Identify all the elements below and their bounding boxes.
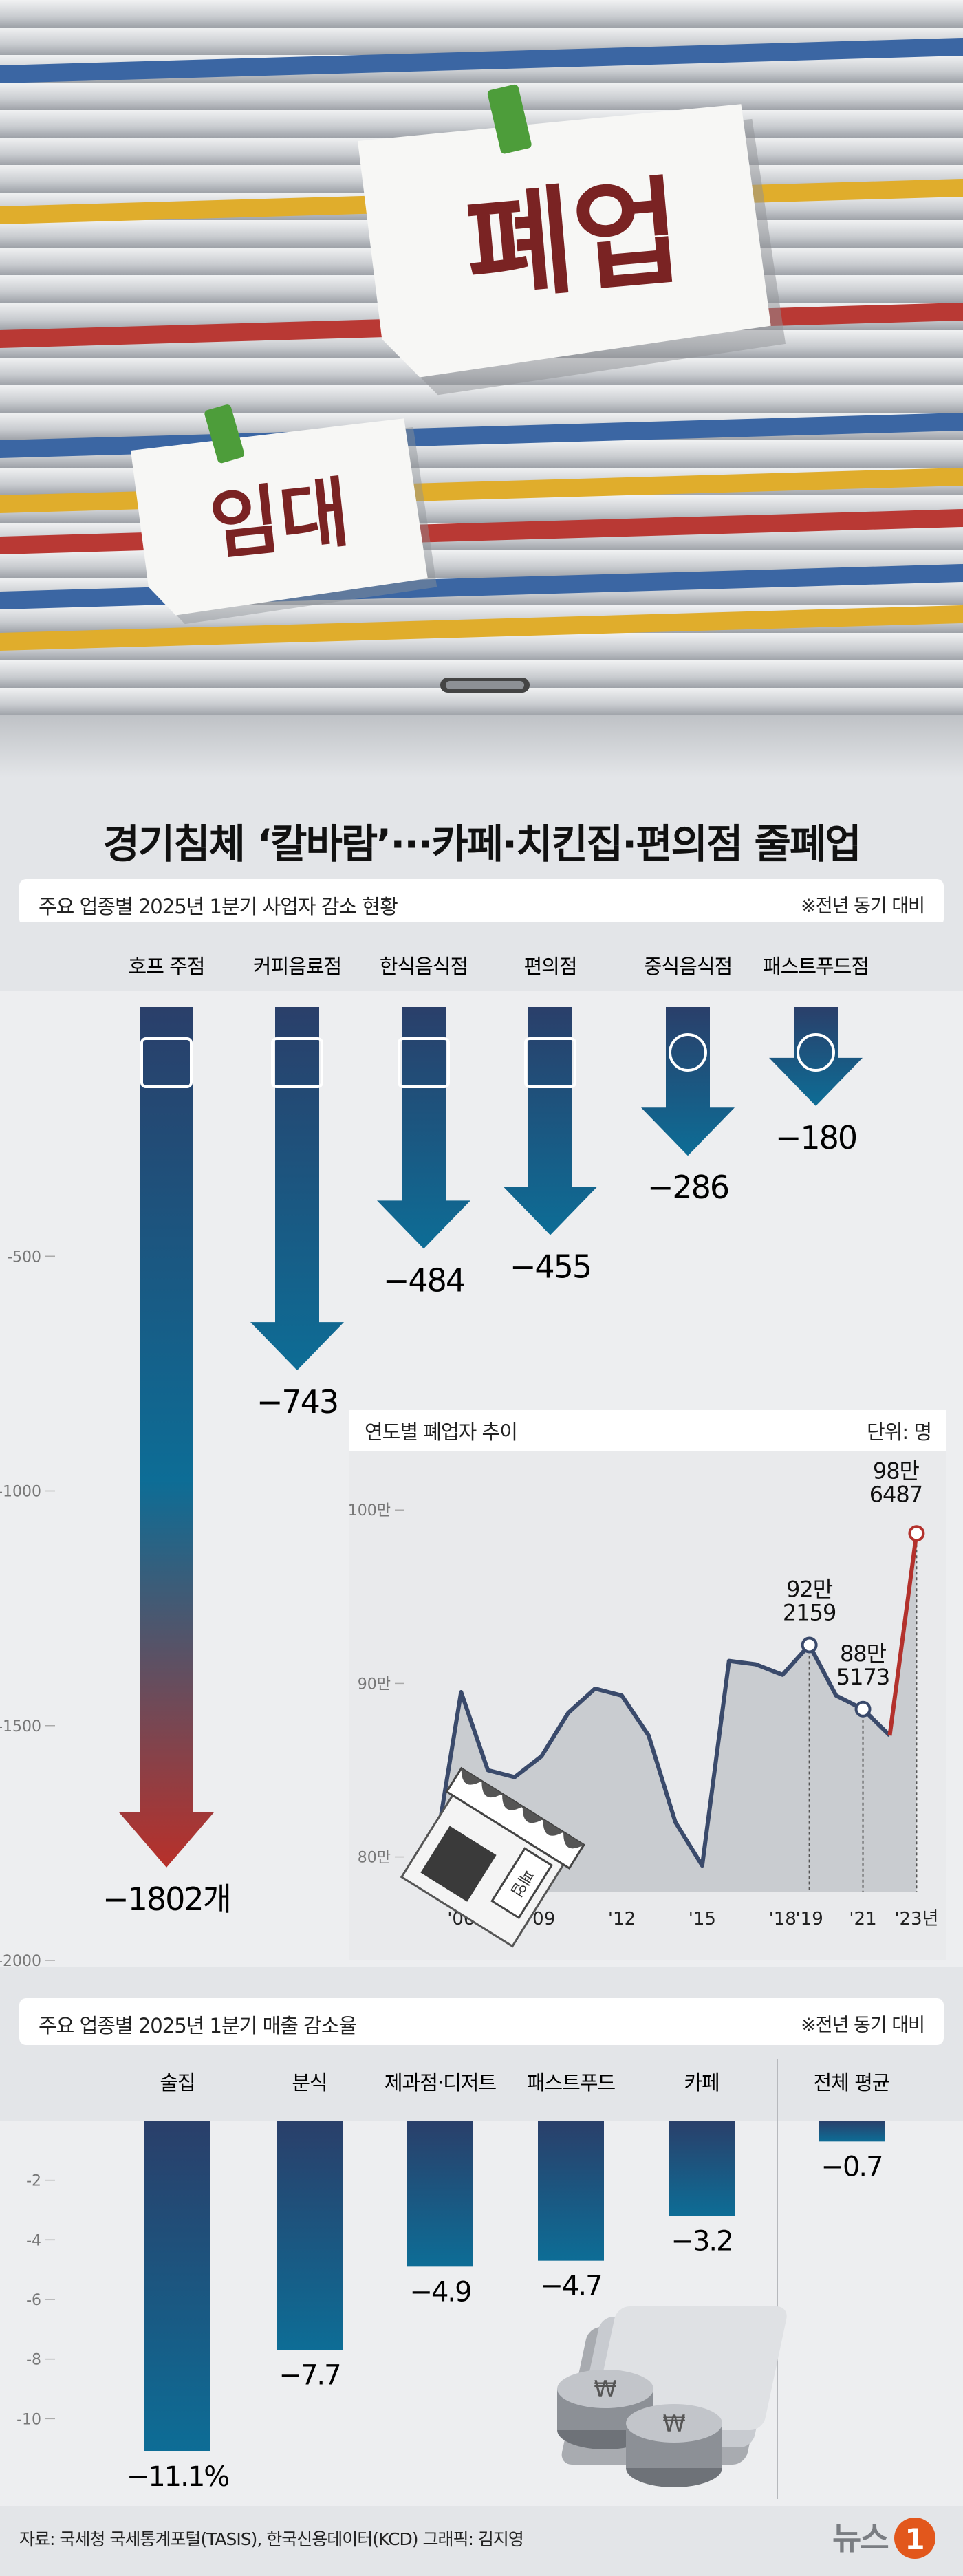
- x-tick-label: '12: [608, 1909, 636, 1929]
- category-label: 중식음식점: [644, 955, 732, 978]
- category-label: 카페: [684, 2071, 719, 2095]
- annotation-label: 6487: [869, 1481, 922, 1507]
- for-rent-note: 임대: [131, 404, 437, 625]
- y-tick-label: 80만: [358, 1850, 391, 1867]
- category-label: 패스트푸드: [527, 2071, 616, 2095]
- category-label: 분식: [292, 2071, 327, 2095]
- closed-sign-text: 폐업: [460, 164, 686, 318]
- y-tick-label: -500: [7, 1248, 41, 1266]
- sales-bar: [144, 2121, 210, 2451]
- value-label: −286: [647, 1169, 728, 1206]
- rice-bowl-icon: [398, 1037, 450, 1088]
- decrease-arrow-bar: [119, 1007, 214, 1868]
- for-rent-sign-text: 임대: [206, 468, 354, 570]
- x-tick-label: '23년: [894, 1909, 938, 1929]
- section2-heading: 주요 업종별 2025년 1분기 매출 감소율: [39, 2014, 357, 2037]
- sales-bar: [407, 2121, 473, 2267]
- noodle-bowl-icon: [669, 1033, 707, 1072]
- section2-header: 주요 업종별 2025년 1분기 매출 감소율 ※전년 동기 대비: [19, 1998, 944, 2045]
- logo-text: 뉴스: [832, 2520, 888, 2557]
- y-tick-label: -2000: [0, 1953, 41, 1970]
- value-label: −4.7: [540, 2271, 601, 2302]
- svg-text:₩: ₩: [594, 2376, 617, 2403]
- logo-mark: 1: [905, 2522, 924, 2556]
- closures-line-2023: [887, 1533, 919, 1736]
- annotation-label: 5173: [836, 1664, 889, 1690]
- x-tick-label: '18: [769, 1909, 797, 1929]
- y-tick-label: 90만: [358, 1676, 391, 1693]
- value-label: −484: [383, 1262, 464, 1299]
- value-label: −180: [775, 1119, 856, 1156]
- category-label: 술집: [160, 2071, 195, 2095]
- decrease-arrow-bar: [504, 1007, 597, 1235]
- category-label: 패스트푸드점: [763, 955, 869, 978]
- data-point: [854, 1700, 872, 1718]
- y-tick-label: -1000: [0, 1484, 41, 1501]
- convenience-store-icon: [524, 1037, 576, 1088]
- x-tick-label: '15: [689, 1909, 716, 1929]
- section1-heading: 주요 업종별 2025년 1분기 사업자 감소 현황: [39, 895, 398, 918]
- closures-line: [432, 1643, 891, 1868]
- y-tick-label: -8: [26, 2352, 41, 2369]
- sales-bar: [669, 2121, 735, 2216]
- collapsing-store-icon: 폐업: [400, 1766, 585, 1948]
- burger-icon: [797, 1033, 835, 1072]
- y-tick-label: -2: [26, 2173, 41, 2190]
- data-point: [801, 1636, 818, 1654]
- annotation-label: 2159: [783, 1600, 836, 1626]
- value-label: −3.2: [671, 2226, 732, 2258]
- value-label: −455: [510, 1248, 591, 1286]
- category-label: 제과점·디저트: [385, 2071, 497, 2095]
- closures-trend-chart: 연도별 폐업자 추이 단위: 명 80만 90만 100만 92만215988만517…: [349, 1410, 946, 1960]
- decrease-arrow-bar: [641, 1007, 735, 1156]
- y-tick-label: -1500: [0, 1718, 41, 1735]
- source-credit: 자료: 국세청 국세통계포털(TASIS), 한국신용데이터(KCD) 그래픽:…: [19, 2529, 524, 2549]
- category-label: 호프 주점: [129, 955, 205, 978]
- x-tick-label: '19: [796, 1909, 823, 1929]
- category-label: 편의점: [523, 955, 576, 978]
- value-label: −0.7: [821, 2151, 882, 2183]
- annotation-label: 92만: [786, 1577, 833, 1603]
- category-label: 커피음료점: [253, 955, 341, 978]
- tape-icon: [204, 404, 245, 464]
- y-tick-label: -10: [17, 2411, 41, 2428]
- value-label: −11.1%: [127, 2461, 229, 2493]
- svg-text:₩: ₩: [662, 2410, 686, 2438]
- hero-illustration: 폐업 임대: [0, 0, 963, 777]
- value-label: −1802개: [102, 1881, 230, 1918]
- data-point: [908, 1525, 925, 1542]
- section1-header: 주요 업종별 2025년 1분기 사업자 감소 현황 ※전년 동기 대비: [19, 879, 944, 926]
- annotation-label: 88만: [840, 1641, 887, 1667]
- sales-bar: [819, 2121, 885, 2142]
- closed-note: 폐업: [358, 84, 786, 396]
- section1-note: ※전년 동기 대비: [801, 896, 925, 917]
- closures-area: [434, 1533, 917, 1892]
- tape-icon: [487, 84, 532, 154]
- coffee-cup-icon: [271, 1037, 323, 1088]
- value-label: −4.9: [409, 2276, 470, 2308]
- y-tick-label: 100만: [349, 1502, 391, 1519]
- section2-note: ※전년 동기 대비: [801, 2015, 925, 2036]
- decrease-arrow-bar: [769, 1007, 863, 1106]
- sales-decrease-chart: -2 -4 -6 -8 -10 술집 −11.1% 분식 −7.7 제과점·디저트 −4.9 패스트…: [0, 2045, 963, 2506]
- category-label: 한식음식점: [380, 955, 468, 978]
- annotation-label: 98만: [873, 1458, 920, 1484]
- y-tick-label: -4: [26, 2232, 41, 2249]
- decrease-arrow-bar: [377, 1007, 470, 1249]
- y-tick-label: -6: [26, 2292, 41, 2309]
- sales-bar: [538, 2121, 604, 2261]
- x-tick-label: '21: [849, 1909, 876, 1929]
- money-coins-icon: ₩ ₩: [557, 2306, 787, 2487]
- value-label: −743: [257, 1383, 338, 1420]
- sales-bar: [277, 2121, 343, 2350]
- decrease-arrow-bar: [250, 1007, 344, 1371]
- page-title: 경기침체 ‘칼바람’···카페·치킨집·편의점 줄폐업: [102, 821, 861, 867]
- inset-unit: 단위: 명: [867, 1420, 931, 1444]
- inset-heading: 연도별 폐업자 추이: [365, 1420, 517, 1444]
- beer-mug-icon: [140, 1037, 193, 1088]
- news1-logo: 뉴스 1: [832, 2509, 935, 2567]
- value-label: −7.7: [279, 2360, 340, 2392]
- category-label: 전체 평균: [814, 2071, 890, 2095]
